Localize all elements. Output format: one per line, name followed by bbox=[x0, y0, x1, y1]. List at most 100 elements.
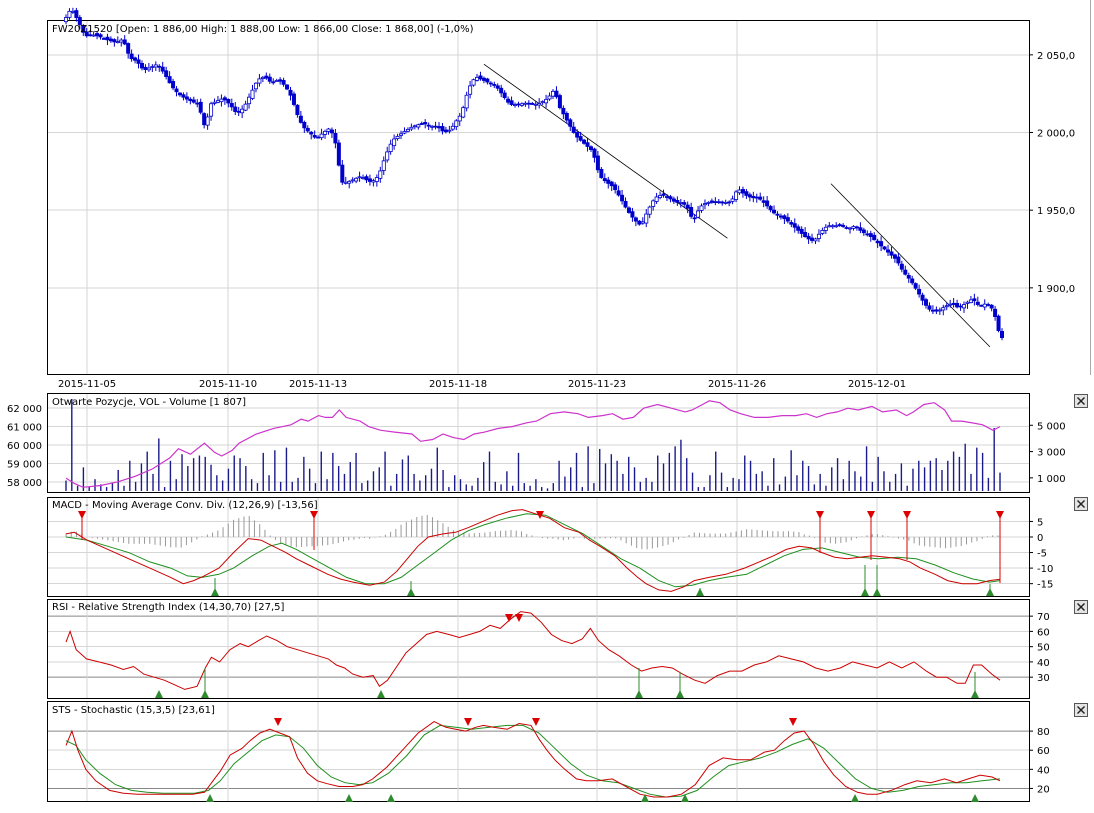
green-triangle-up-icon bbox=[407, 588, 415, 596]
candle-body bbox=[167, 76, 172, 84]
candle-body bbox=[620, 194, 625, 202]
sts-panel-close-button[interactable] bbox=[1074, 703, 1088, 717]
candle-body bbox=[188, 98, 193, 102]
candle-body bbox=[592, 148, 597, 158]
candle-body bbox=[212, 101, 217, 104]
red-triangle-down-icon bbox=[536, 511, 544, 519]
candle-body bbox=[278, 79, 283, 82]
open-interest-line bbox=[65, 400, 1001, 488]
candle-body bbox=[233, 106, 238, 112]
candle-body bbox=[602, 178, 607, 182]
candle-body bbox=[329, 129, 334, 134]
sts-tick-label: 80 bbox=[1037, 727, 1050, 738]
candle-body bbox=[485, 78, 490, 83]
price-y-tick-label: 1 900,0 bbox=[1037, 284, 1075, 295]
candle-body bbox=[830, 225, 835, 228]
candle-body bbox=[875, 240, 880, 244]
rsi-tick-label: 60 bbox=[1037, 627, 1050, 638]
candle-body bbox=[575, 132, 580, 138]
volume-left-tick-label: 61 000 bbox=[7, 423, 42, 434]
candle-body bbox=[516, 103, 521, 106]
macd-panel-title: MACD - Moving Average Conv. Div. (12,26,… bbox=[52, 500, 318, 511]
candle-body bbox=[775, 213, 780, 216]
candle-body bbox=[937, 309, 942, 312]
candle-body bbox=[288, 89, 293, 96]
candle-body bbox=[506, 98, 511, 103]
candle-body bbox=[143, 66, 148, 70]
candle-body bbox=[74, 10, 79, 18]
green-triangle-up-icon bbox=[873, 588, 881, 596]
candle-body bbox=[561, 107, 566, 115]
candle-body bbox=[364, 176, 369, 181]
candle-body bbox=[737, 189, 742, 194]
candle-body bbox=[423, 122, 428, 125]
candle-body bbox=[433, 125, 438, 128]
candle-body bbox=[495, 85, 500, 89]
candle-body bbox=[250, 89, 255, 99]
green-triangle-up-icon bbox=[377, 690, 385, 698]
sts-panel: STS - Stochastic (15,3,5) [23,61] 80 60 40… bbox=[47, 701, 1088, 802]
candle-body bbox=[582, 139, 587, 144]
candle-body bbox=[405, 129, 410, 132]
volume-panel-close-button[interactable] bbox=[1074, 394, 1088, 408]
red-triangle-down-icon bbox=[505, 614, 513, 622]
candle-body bbox=[633, 217, 638, 222]
sts-tick-label: 20 bbox=[1037, 784, 1050, 795]
candle-body bbox=[547, 95, 552, 100]
candle-body bbox=[685, 204, 690, 209]
candle-body bbox=[526, 102, 531, 105]
candle-body bbox=[903, 269, 908, 275]
candle-body bbox=[457, 115, 462, 122]
green-triangle-up-icon bbox=[696, 588, 704, 596]
green-triangle-up-icon bbox=[676, 690, 684, 698]
candle-body bbox=[727, 201, 732, 204]
macd-panel-frame bbox=[47, 497, 1030, 597]
price-panel: FW20Z1520 [Open: 1 886,00 High: 1 888,00… bbox=[47, 0, 1091, 390]
red-triangle-down-icon bbox=[310, 511, 318, 519]
candle-body bbox=[827, 225, 832, 228]
candle-body bbox=[281, 80, 286, 85]
volume-right-tick-label: 3 000 bbox=[1037, 448, 1066, 459]
candle-body bbox=[595, 155, 600, 171]
candle-body bbox=[968, 299, 973, 303]
price-x-tick-label: 2015-11-18 bbox=[429, 379, 487, 390]
candle-body bbox=[361, 177, 366, 179]
candle-body bbox=[67, 10, 72, 18]
candle-body bbox=[119, 39, 124, 43]
candle-body bbox=[720, 201, 725, 204]
red-triangle-down-icon bbox=[515, 614, 523, 622]
candle-body bbox=[305, 127, 310, 132]
candle-body bbox=[409, 126, 414, 130]
candle-body bbox=[578, 136, 583, 141]
candle-body bbox=[913, 283, 918, 289]
rsi-tick-label: 70 bbox=[1037, 612, 1050, 623]
sts-k-line bbox=[65, 721, 1001, 798]
candle-body bbox=[637, 220, 642, 225]
macd-panel-close-button[interactable] bbox=[1074, 497, 1088, 511]
candle-body bbox=[865, 233, 870, 236]
red-triangle-down-icon bbox=[532, 718, 540, 726]
green-triangle-up-icon bbox=[681, 794, 689, 802]
green-triangle-up-icon bbox=[206, 794, 214, 802]
red-triangle-down-icon bbox=[464, 718, 472, 726]
candle-body bbox=[471, 79, 476, 86]
volume-panel-frame bbox=[47, 393, 1030, 493]
candle-body bbox=[461, 107, 466, 118]
candle-body bbox=[236, 110, 241, 113]
candle-body bbox=[205, 116, 210, 126]
candle-body bbox=[851, 226, 856, 229]
candle-body bbox=[357, 176, 362, 179]
candle-body bbox=[174, 88, 179, 93]
candle-body bbox=[782, 215, 787, 220]
macd-tick-label: -15 bbox=[1037, 580, 1053, 591]
candle-body bbox=[861, 229, 866, 234]
rsi-tick-label: 40 bbox=[1037, 658, 1050, 669]
candle-body bbox=[920, 294, 925, 301]
candle-body bbox=[354, 177, 359, 182]
candle-body bbox=[889, 251, 894, 256]
candle-body bbox=[488, 82, 493, 85]
rsi-panel-close-button[interactable] bbox=[1074, 600, 1088, 614]
rsi-panel: RSI - Relative Strength Index (14,30,70)… bbox=[47, 599, 1088, 699]
